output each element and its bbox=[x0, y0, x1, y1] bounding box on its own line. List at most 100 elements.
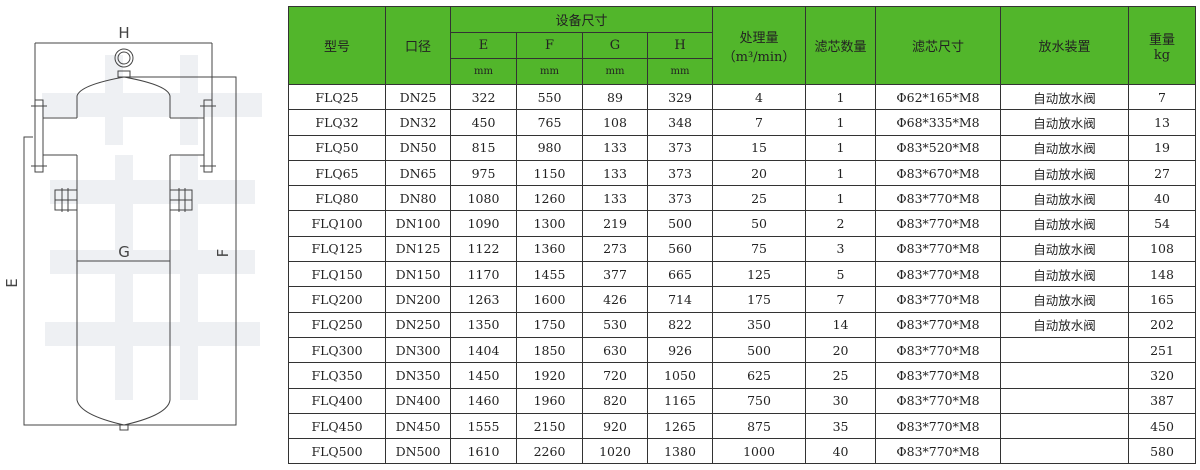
cell-dim-f: 980 bbox=[516, 134, 583, 161]
cell-flow: 75 bbox=[712, 235, 807, 263]
cell-flow: 50 bbox=[712, 210, 807, 237]
cell-element-size: Φ83*770*M8 bbox=[875, 261, 1002, 288]
cell-flow: 500 bbox=[712, 336, 807, 364]
cell-element-size: Φ83*770*M8 bbox=[875, 362, 1002, 389]
cell-dim-f: 1360 bbox=[516, 235, 583, 263]
cell-dim-f: 1300 bbox=[516, 210, 583, 237]
cell-model: FLQ50 bbox=[288, 134, 386, 161]
cell-element-count: 1 bbox=[805, 109, 877, 136]
cell-dim-h: 348 bbox=[646, 109, 714, 136]
cell-element-count: 35 bbox=[805, 412, 877, 440]
cell-weight: 450 bbox=[1128, 412, 1197, 440]
table-row: FLQ450 DN450 1555 2150 920 1265 875 35 Φ83*770*M… bbox=[288, 412, 1197, 440]
table-row: FLQ80 DN80 1080 1260 133 373 25 1 Φ83*770*M8 自动放水… bbox=[288, 185, 1197, 212]
header-unit: mm bbox=[646, 58, 714, 85]
cell-dim-f: 550 bbox=[516, 83, 583, 111]
cell-dim-g: 108 bbox=[582, 109, 648, 136]
cell-bore: DN65 bbox=[385, 159, 451, 187]
cell-dim-h: 926 bbox=[646, 336, 714, 364]
table-row: FLQ150 DN150 1170 1455 377 665 125 5 Φ83*770*M8 自… bbox=[288, 261, 1197, 288]
watermark bbox=[42, 55, 262, 400]
cell-dim-g: 920 bbox=[582, 412, 648, 440]
cell-dim-e: 1460 bbox=[450, 387, 517, 414]
cell-drain: 自动放水阀 bbox=[1000, 159, 1130, 187]
cell-dim-e: 815 bbox=[450, 134, 517, 161]
cell-bore: DN200 bbox=[385, 286, 451, 313]
header-model: 型号 bbox=[288, 6, 386, 85]
dim-label-g: G bbox=[118, 243, 130, 261]
table-row: FLQ200 DN200 1263 1600 426 714 175 7 Φ83*770*M8 自… bbox=[288, 286, 1197, 313]
cell-dim-g: 133 bbox=[582, 159, 648, 187]
cell-dim-f: 1750 bbox=[516, 311, 583, 338]
cell-dim-f: 765 bbox=[516, 109, 583, 136]
cell-element-size: Φ83*770*M8 bbox=[875, 311, 1002, 338]
cell-dim-h: 1380 bbox=[646, 438, 714, 465]
cell-dim-g: 820 bbox=[582, 387, 648, 414]
cell-flow: 25 bbox=[712, 185, 807, 212]
cell-flow: 15 bbox=[712, 134, 807, 161]
cell-model: FLQ350 bbox=[288, 362, 386, 389]
cell-dim-f: 1150 bbox=[516, 159, 583, 187]
cell-dim-f: 1960 bbox=[516, 387, 583, 414]
cell-model: FLQ450 bbox=[288, 412, 386, 440]
table-row: FLQ350 DN350 1450 1920 720 1050 625 25 Φ83*770*M… bbox=[288, 362, 1197, 389]
cell-bore: DN125 bbox=[385, 235, 451, 263]
table-row: FLQ25 DN25 322 550 89 329 4 1 Φ62*165*M8 自动放水阀 7 bbox=[288, 83, 1197, 111]
cell-weight: 251 bbox=[1128, 336, 1197, 364]
cell-element-count: 14 bbox=[805, 311, 877, 338]
cell-dim-g: 720 bbox=[582, 362, 648, 389]
cell-dim-g: 1020 bbox=[582, 438, 648, 465]
cell-element-count: 2 bbox=[805, 210, 877, 237]
cell-dim-g: 133 bbox=[582, 134, 648, 161]
cell-weight: 320 bbox=[1128, 362, 1197, 389]
cell-flow: 175 bbox=[712, 286, 807, 313]
cell-dim-e: 1080 bbox=[450, 185, 517, 212]
cell-flow: 7 bbox=[712, 109, 807, 136]
cell-dim-e: 1610 bbox=[450, 438, 517, 465]
cell-bore: DN25 bbox=[385, 83, 451, 111]
cell-dim-g: 133 bbox=[582, 185, 648, 212]
cell-weight: 580 bbox=[1128, 438, 1197, 465]
cell-element-count: 1 bbox=[805, 83, 877, 111]
cell-dim-h: 373 bbox=[646, 134, 714, 161]
header-bore: 口径 bbox=[385, 6, 451, 85]
table-row: FLQ300 DN300 1404 1850 630 926 500 20 Φ83*770*M8… bbox=[288, 336, 1197, 364]
cell-model: FLQ150 bbox=[288, 261, 386, 288]
cell-element-size: Φ83*770*M8 bbox=[875, 412, 1002, 440]
cell-drain: 自动放水阀 bbox=[1000, 185, 1130, 212]
cell-dim-g: 530 bbox=[582, 311, 648, 338]
table-row: FLQ65 DN65 975 1150 133 373 20 1 Φ83*670*M8 自动放水阀… bbox=[288, 159, 1197, 187]
cell-dim-h: 373 bbox=[646, 185, 714, 212]
cell-model: FLQ32 bbox=[288, 109, 386, 136]
header-drain: 放水装置 bbox=[1000, 6, 1130, 85]
cell-element-size: Φ83*770*M8 bbox=[875, 210, 1002, 237]
cell-flow: 20 bbox=[712, 159, 807, 187]
cell-model: FLQ125 bbox=[288, 235, 386, 263]
header-unit: mm bbox=[516, 58, 583, 85]
cell-model: FLQ500 bbox=[288, 438, 386, 465]
cell-element-count: 20 bbox=[805, 336, 877, 364]
cell-element-count: 40 bbox=[805, 438, 877, 465]
cell-weight: 165 bbox=[1128, 286, 1197, 313]
cell-element-size: Φ83*770*M8 bbox=[875, 286, 1002, 313]
cell-model: FLQ250 bbox=[288, 311, 386, 338]
spec-table: 型号 口径 设备尺寸 处理量 （m³/min） 滤芯数量 滤芯尺寸 放水装置 重量… bbox=[288, 6, 1197, 465]
cell-element-size: Φ83*770*M8 bbox=[875, 235, 1002, 263]
cell-drain bbox=[1000, 362, 1130, 389]
cell-dim-e: 322 bbox=[450, 83, 517, 111]
header-unit: mm bbox=[450, 58, 517, 85]
cell-bore: DN400 bbox=[385, 387, 451, 414]
cell-drain: 自动放水阀 bbox=[1000, 261, 1130, 288]
header-weight: 重量 kg bbox=[1128, 6, 1197, 85]
header-element-count: 滤芯数量 bbox=[805, 6, 877, 85]
cell-weight: 13 bbox=[1128, 109, 1197, 136]
cell-weight: 19 bbox=[1128, 134, 1197, 161]
cell-drain: 自动放水阀 bbox=[1000, 109, 1130, 136]
cell-drain: 自动放水阀 bbox=[1000, 235, 1130, 263]
cell-model: FLQ25 bbox=[288, 83, 386, 111]
cell-element-size: Φ68*335*M8 bbox=[875, 109, 1002, 136]
cell-drain bbox=[1000, 412, 1130, 440]
cell-weight: 148 bbox=[1128, 261, 1197, 288]
cell-drain: 自动放水阀 bbox=[1000, 311, 1130, 338]
cell-element-size: Φ83*770*M8 bbox=[875, 387, 1002, 414]
